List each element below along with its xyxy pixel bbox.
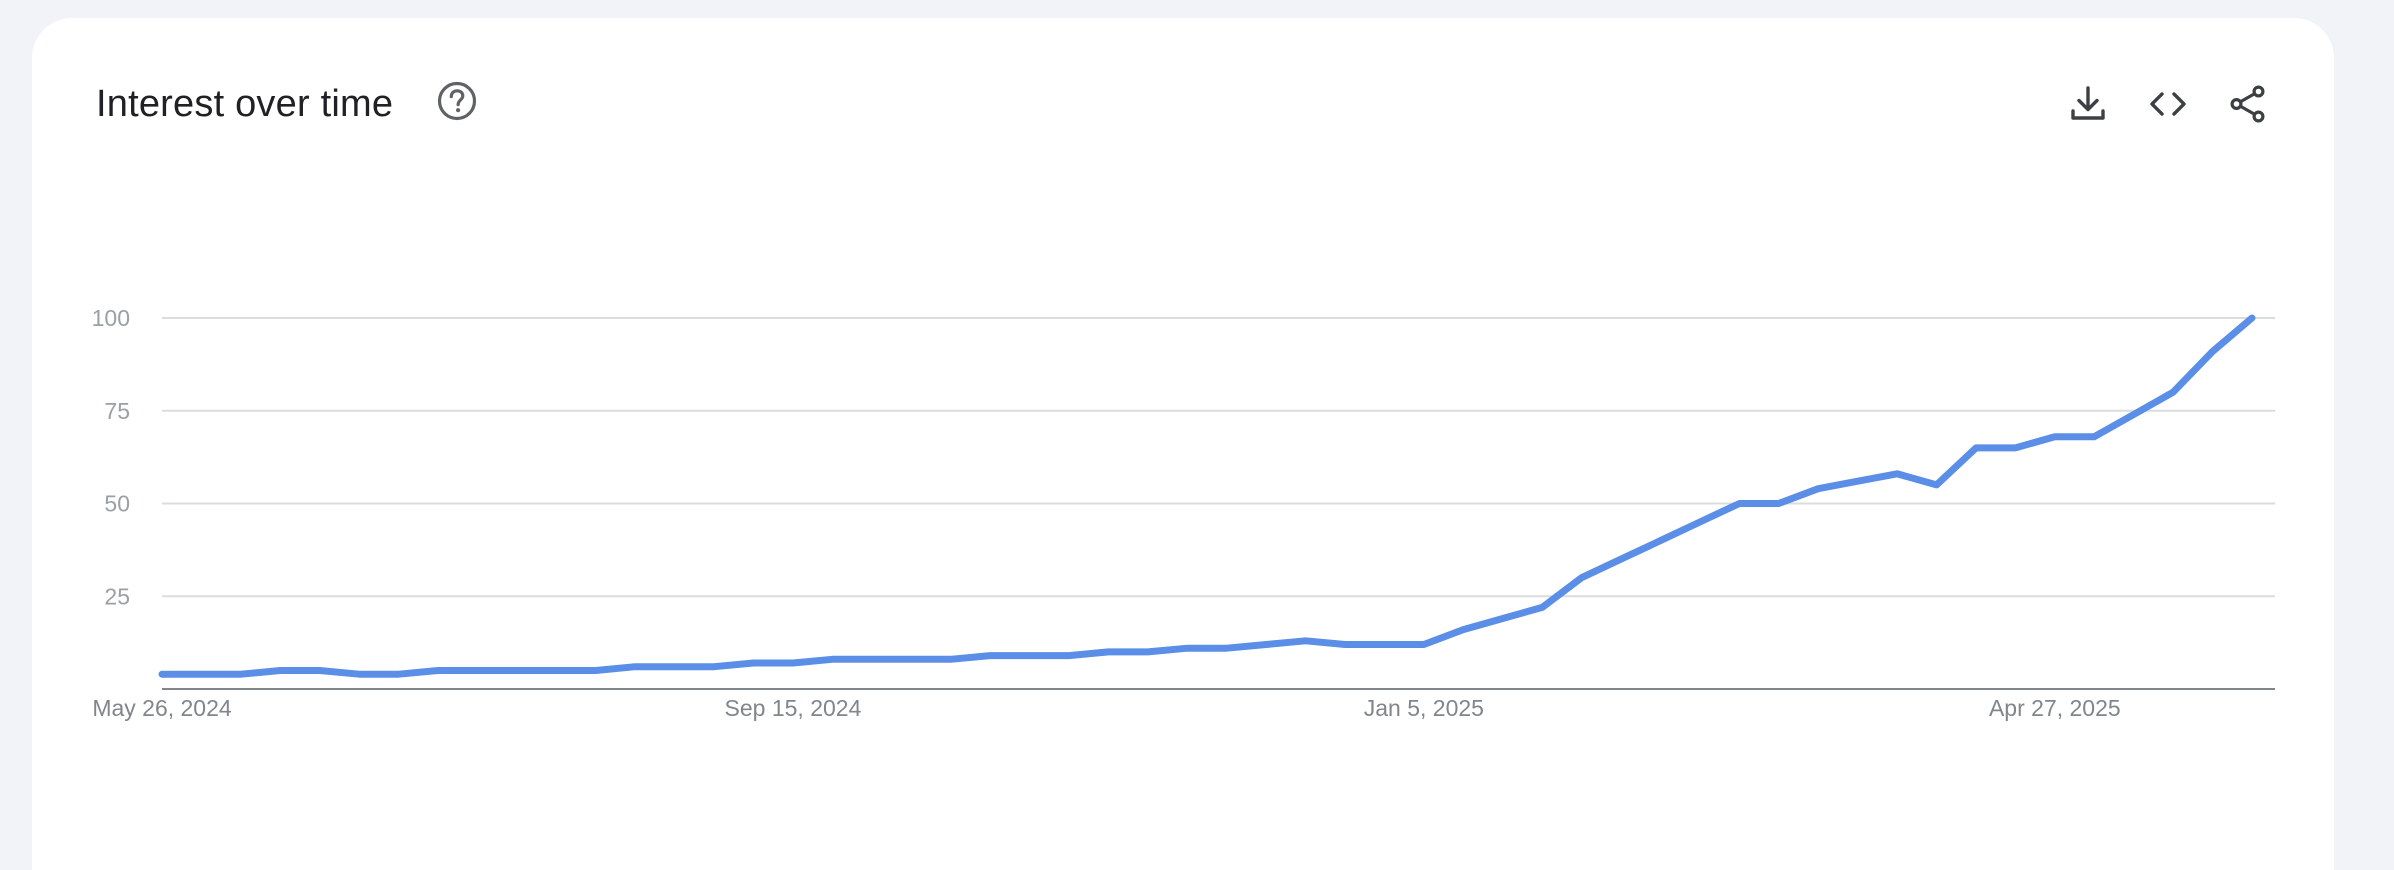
share-icon bbox=[2230, 85, 2265, 123]
data-point bbox=[711, 663, 718, 670]
data-point bbox=[1578, 574, 1585, 581]
data-point bbox=[632, 663, 639, 670]
data-point bbox=[1539, 604, 1546, 611]
data-point bbox=[1026, 652, 1033, 659]
data-point bbox=[592, 667, 599, 674]
y-tick-label: 100 bbox=[92, 305, 130, 331]
data-point bbox=[750, 660, 757, 667]
data-point bbox=[1105, 648, 1112, 655]
data-point bbox=[1381, 641, 1388, 648]
data-point bbox=[553, 667, 560, 674]
data-point bbox=[1302, 637, 1309, 644]
data-point bbox=[829, 656, 836, 663]
code-icon bbox=[2150, 92, 2186, 116]
chart-title: Interest over time bbox=[96, 83, 394, 125]
data-point bbox=[198, 671, 205, 678]
data-point bbox=[237, 671, 244, 678]
y-tick-label: 25 bbox=[104, 583, 130, 609]
help-circle-icon bbox=[437, 81, 477, 121]
data-point bbox=[1657, 537, 1664, 544]
x-tick-label: May 26, 2024 bbox=[92, 695, 232, 721]
data-point bbox=[2209, 348, 2216, 355]
data-point bbox=[2091, 433, 2098, 440]
data-point bbox=[277, 667, 284, 674]
data-point bbox=[1815, 485, 1822, 492]
data-point bbox=[435, 667, 442, 674]
data-point bbox=[1696, 519, 1703, 526]
embed-button[interactable] bbox=[2148, 84, 2188, 124]
data-point bbox=[2170, 389, 2177, 396]
data-point bbox=[1065, 652, 1072, 659]
data-point bbox=[513, 667, 520, 674]
data-point bbox=[1894, 470, 1901, 477]
data-point bbox=[2249, 315, 2256, 322]
data-point bbox=[1342, 641, 1349, 648]
data-point bbox=[395, 671, 402, 678]
series-line bbox=[158, 314, 2256, 678]
data-point bbox=[1420, 641, 1427, 648]
y-tick-label: 75 bbox=[104, 398, 130, 424]
download-icon bbox=[2071, 86, 2105, 120]
download-button[interactable] bbox=[2068, 84, 2108, 124]
data-point bbox=[2130, 411, 2137, 418]
data-point bbox=[987, 652, 994, 659]
data-point bbox=[316, 667, 323, 674]
chart-card bbox=[32, 18, 2334, 870]
data-point bbox=[356, 671, 363, 678]
help-button[interactable] bbox=[436, 80, 478, 122]
data-point bbox=[159, 671, 166, 678]
data-point bbox=[1223, 645, 1230, 652]
data-point bbox=[2051, 433, 2058, 440]
data-point bbox=[1972, 444, 1979, 451]
data-point bbox=[947, 656, 954, 663]
y-tick-label: 50 bbox=[104, 491, 130, 517]
data-point bbox=[2012, 444, 2019, 451]
data-point bbox=[1854, 478, 1861, 485]
x-tick-label: Sep 15, 2024 bbox=[725, 695, 862, 721]
data-point bbox=[1933, 481, 1940, 488]
data-point bbox=[1775, 500, 1782, 507]
x-tick-label: Apr 27, 2025 bbox=[1989, 695, 2121, 721]
data-point bbox=[868, 656, 875, 663]
data-point bbox=[1460, 626, 1467, 633]
data-point bbox=[908, 656, 915, 663]
data-point bbox=[1618, 556, 1625, 563]
share-button[interactable] bbox=[2228, 84, 2268, 124]
data-point bbox=[1263, 641, 1270, 648]
data-point bbox=[1184, 645, 1191, 652]
data-point bbox=[1499, 615, 1506, 622]
data-point bbox=[474, 667, 481, 674]
x-tick-label: Jan 5, 2025 bbox=[1364, 695, 1484, 721]
data-point bbox=[671, 663, 678, 670]
data-point bbox=[789, 660, 796, 667]
data-point bbox=[1736, 500, 1743, 507]
data-point bbox=[1144, 648, 1151, 655]
